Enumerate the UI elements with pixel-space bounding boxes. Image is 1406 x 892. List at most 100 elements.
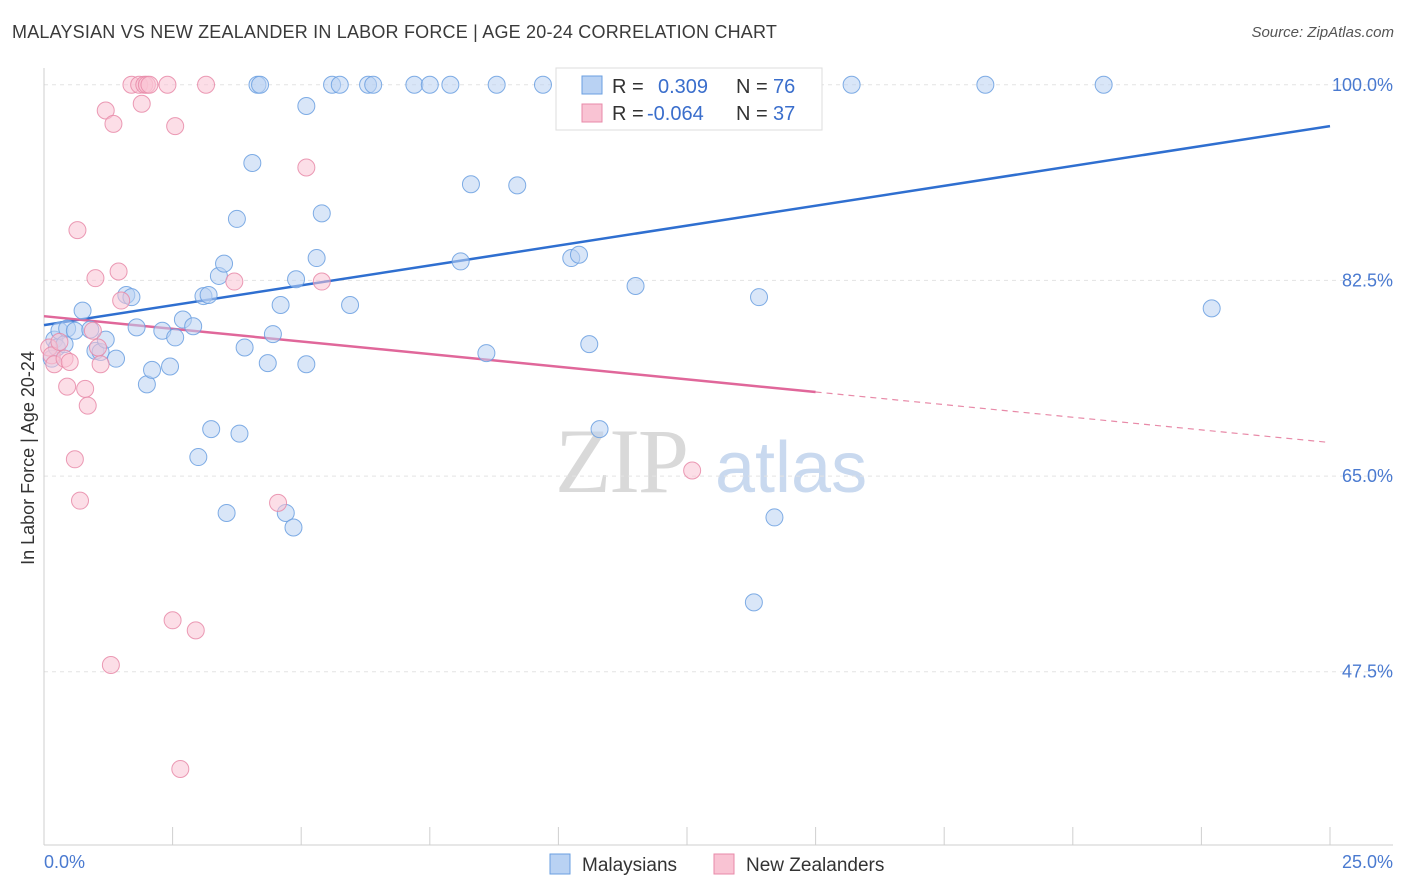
svg-text:atlas: atlas (715, 428, 867, 508)
bottom-legend-label-new-zealanders: New Zealanders (746, 855, 884, 876)
new-zealander-point (76, 379, 95, 398)
malaysian-point (143, 360, 162, 379)
malaysian-point (312, 204, 331, 223)
series-legend: Malaysians New Zealanders (549, 853, 884, 876)
malaysian-point (230, 424, 249, 443)
malaysian-point (1094, 75, 1113, 94)
new-zealander-point (86, 269, 105, 288)
gridlines (44, 84, 1393, 673)
malaysian-point (127, 318, 146, 337)
new-zealander-point (312, 272, 331, 291)
legend-r-label-malaysians: R = (612, 76, 644, 98)
trend-line-new-zealanders-extension (815, 391, 1331, 444)
trend-line-malaysians (43, 124, 1331, 327)
new-zealander-point (140, 75, 159, 94)
chart-title: MALAYSIAN VS NEW ZEALANDER IN LABOR FORC… (12, 22, 778, 42)
malaysian-point (184, 317, 203, 336)
malaysian-point (441, 75, 460, 94)
malaysian-point (1202, 299, 1221, 318)
malaysian-point (307, 249, 326, 268)
bottom-legend-swatch-malaysians (549, 853, 571, 875)
new-zealander-point (68, 221, 87, 240)
new-zealander-point (109, 262, 128, 281)
new-zealander-point (269, 493, 288, 512)
malaysian-point (976, 75, 995, 94)
x-tick-max: 25.0% (1342, 852, 1393, 872)
malaysian-point (626, 277, 645, 296)
malaysian-point (227, 209, 246, 228)
malaysian-point (297, 355, 316, 374)
legend-n-value-malaysians: 76 (773, 76, 795, 98)
watermark: ZIP atlas (555, 410, 867, 512)
malaysian-point (284, 518, 303, 537)
new-zealander-point (112, 291, 131, 310)
malaysian-point (297, 97, 316, 116)
malaysian-point (590, 420, 609, 439)
y-tick-label: 47.5% (1342, 662, 1393, 682)
new-zealander-point (197, 75, 216, 94)
data-points (40, 75, 1221, 778)
legend-n-label-malaysians: N = (736, 76, 768, 98)
bottom-legend-swatch-new-zealanders (713, 853, 735, 875)
new-zealander-point (89, 338, 108, 357)
legend-r-label-new-zealanders: R = (612, 103, 644, 125)
new-zealander-point (58, 377, 77, 396)
malaysian-point (580, 335, 599, 354)
svg-text:ZIP: ZIP (555, 410, 687, 512)
new-zealander-point (78, 396, 97, 415)
new-zealander-point (91, 355, 110, 374)
axes (43, 68, 1393, 846)
malaysian-point (263, 325, 282, 344)
new-zealander-point (96, 101, 115, 120)
new-zealander-point (186, 621, 205, 640)
new-zealander-point (132, 94, 151, 113)
malaysian-point (199, 285, 218, 304)
y-tick-labels: 100.0% 82.5% 65.0% 47.5% (1332, 75, 1393, 682)
malaysian-point (364, 75, 383, 94)
malaysian-point (107, 349, 126, 368)
malaysian-point (287, 270, 306, 289)
new-zealander-point (71, 491, 90, 510)
malaysian-point (487, 75, 506, 94)
x-tick-min: 0.0% (44, 852, 85, 872)
y-tick-label: 65.0% (1342, 466, 1393, 486)
malaysian-point (451, 252, 470, 271)
malaysian-point (765, 508, 784, 527)
y-tick-label: 82.5% (1342, 270, 1393, 290)
new-zealander-point (683, 461, 702, 480)
new-zealander-point (104, 114, 123, 133)
malaysian-point (251, 75, 270, 94)
new-zealander-point (50, 332, 69, 351)
malaysian-point (420, 75, 439, 94)
new-zealander-point (225, 272, 244, 291)
malaysian-point (341, 296, 360, 315)
legend-swatch-new-zealanders (581, 103, 603, 123)
legend-r-value-malaysians: 0.309 (658, 76, 708, 98)
new-zealander-point (158, 75, 177, 94)
bottom-legend-label-malaysians: Malaysians (582, 855, 677, 876)
malaysian-point (161, 357, 180, 376)
malaysian-point (166, 328, 185, 347)
legend-n-label-new-zealanders: N = (736, 103, 768, 125)
malaysian-point (461, 175, 480, 194)
malaysian-point (243, 154, 262, 173)
malaysian-point (189, 448, 208, 467)
new-zealander-point (166, 117, 185, 136)
new-zealander-point (83, 321, 102, 340)
malaysian-point (405, 75, 424, 94)
new-zealander-point (60, 353, 79, 372)
malaysian-point (477, 344, 496, 363)
y-tick-label: 100.0% (1332, 75, 1393, 95)
malaysian-point (258, 354, 277, 373)
malaysian-point (508, 176, 527, 195)
new-zealander-point (65, 450, 84, 469)
new-zealander-point (163, 611, 182, 630)
malaysian-point (533, 75, 552, 94)
malaysian-point (271, 296, 290, 315)
y-axis-label: In Labor Force | Age 20-24 (18, 351, 38, 565)
malaysian-point (217, 503, 236, 522)
new-zealander-point (171, 759, 190, 778)
malaysian-point (750, 288, 769, 307)
malaysian-point (842, 75, 861, 94)
malaysian-point (202, 420, 221, 439)
